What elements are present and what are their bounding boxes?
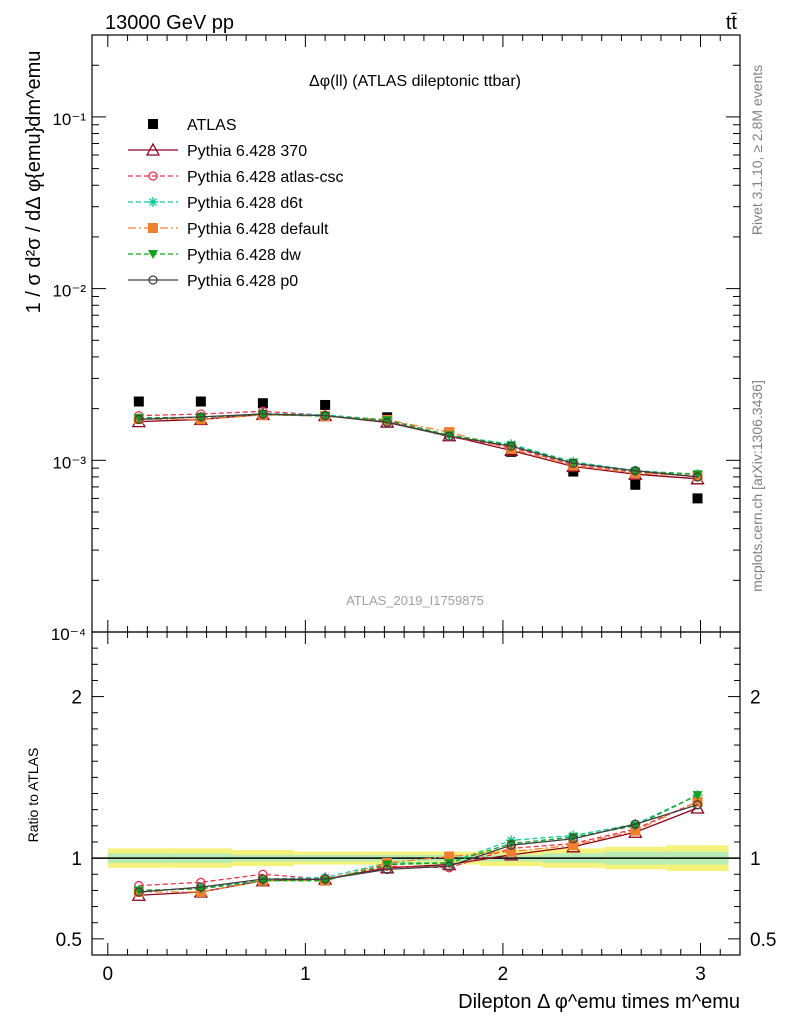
data-point-pythia-6-428-p0 xyxy=(382,417,392,428)
legend-marker xyxy=(148,171,158,181)
ratio-point-pythia-6-428-p0 xyxy=(258,874,268,884)
main-y-tick-label: 10⁻³ xyxy=(52,453,86,472)
legend-entry-pythia-6-428-d6t: Pythia 6.428 d6t xyxy=(128,195,303,212)
main-y-tick-label: 10⁻¹ xyxy=(52,110,86,129)
series-line-pythia-6-428-dw xyxy=(138,413,698,475)
data-point-pythia-6-428-p0 xyxy=(630,466,640,476)
legend-label: Pythia 6.428 d6t xyxy=(187,195,303,212)
legend-label: ATLAS xyxy=(187,117,237,134)
ratio-point-pythia-6-428-p0 xyxy=(506,840,516,850)
x-tick-label: 1 xyxy=(300,964,311,985)
ratio-point-pythia-6-428-default xyxy=(506,846,517,857)
legend-entry-pythia-6-428-370: Pythia 6.428 370 xyxy=(128,142,307,160)
data-point-pythia-6-428-p0 xyxy=(196,412,206,422)
legend-entry-pythia-6-428-p0: Pythia 6.428 p0 xyxy=(128,273,298,290)
series-line-pythia-6-428-atlas-csc xyxy=(138,410,698,477)
legend-marker xyxy=(148,223,158,233)
series-line-pythia-6-428-p0 xyxy=(138,413,698,478)
legend-marker xyxy=(148,119,158,129)
ratio-line-pythia-6-428-370 xyxy=(138,807,698,896)
ratio-point-pythia-6-428-p0 xyxy=(196,882,206,892)
legend-marker xyxy=(148,250,158,259)
data-point-pythia-6-428-p0 xyxy=(258,409,268,419)
ratio-point-pythia-6-428-default xyxy=(568,840,579,851)
series-line-pythia-6-428-d6t xyxy=(138,412,698,475)
legend-marker xyxy=(148,197,158,207)
legend-entry-pythia-6-428-atlas-csc: Pythia 6.428 atlas-csc xyxy=(128,169,344,186)
legend-label: Pythia 6.428 p0 xyxy=(187,273,298,290)
data-point-pythia-6-428-p0 xyxy=(134,414,144,425)
x-tick-label: 3 xyxy=(695,964,706,985)
ratio-line-pythia-6-428-d6t xyxy=(138,794,698,892)
ratio-line-pythia-6-428-atlas-csc xyxy=(138,800,698,887)
ratio-y-tick-label: 2 xyxy=(71,688,82,709)
data-point-pythia-6-428-p0 xyxy=(568,458,578,469)
ratio-point-pythia-6-428-p0 xyxy=(444,861,454,871)
ratio-point-pythia-6-428-p0 xyxy=(568,834,578,844)
x-tick-label: 0 xyxy=(103,964,114,985)
x-axis-label: Dilepton Δ φ^emu times m^emu xyxy=(458,991,740,1013)
ratio-y-tick-label: 1 xyxy=(71,849,82,870)
series-pythia-6-428-370 xyxy=(131,407,705,485)
legend-entry-pythia-6-428-dw: Pythia 6.428 dw xyxy=(128,247,301,264)
series-line-pythia-6-428-default xyxy=(138,414,698,477)
ratio-y-axis-label: Ratio to ATLAS xyxy=(25,748,41,843)
legend-entry-pythia-6-428-default: Pythia 6.428 default xyxy=(128,221,329,238)
ratio-point-pythia-6-428-p0 xyxy=(382,864,392,875)
ratio-point-pythia-6-428-p0 xyxy=(692,800,703,810)
data-point-pythia-6-428-p0 xyxy=(444,431,454,441)
data-point-atlas xyxy=(320,399,331,410)
legend-marker xyxy=(145,142,161,156)
data-point-atlas xyxy=(133,396,144,407)
rivet-version-label: Rivet 3.1.10, ≥ 2.8M events xyxy=(749,65,765,235)
ratio-point-pythia-6-428-p0 xyxy=(320,874,330,884)
main-y-tick-label: 10⁻⁴ xyxy=(51,625,86,644)
legend-label: Pythia 6.428 default xyxy=(187,221,329,238)
ratio-plot-frame xyxy=(91,631,741,956)
data-point-pythia-6-428-p0 xyxy=(320,411,330,421)
data-point-atlas xyxy=(630,479,641,490)
ratio-point-pythia-6-428-dw xyxy=(444,858,455,868)
data-point-pythia-6-428-dw xyxy=(195,413,206,423)
main-title: Δφ(ll) (ATLAS dileptonic ttbar) xyxy=(309,73,521,90)
data-point-atlas xyxy=(692,493,703,504)
analysis-watermark: ATLAS_2019_I1759875 xyxy=(346,593,484,608)
ratio-point-pythia-6-428-default xyxy=(444,851,455,862)
legend-label: Pythia 6.428 370 xyxy=(187,143,307,160)
data-point-pythia-6-428-dw xyxy=(692,470,703,480)
data-point-atlas xyxy=(195,396,206,407)
ratio-y-tick-label: 1 xyxy=(750,849,761,870)
ratio-line-pythia-6-428-p0 xyxy=(138,804,698,893)
data-point-pythia-6-428-dw xyxy=(382,416,393,426)
legend-marker xyxy=(148,275,158,285)
mcplots-label: mcplots.cern.ch [arXiv:1306.3436] xyxy=(749,380,765,592)
legend-label: Pythia 6.428 dw xyxy=(187,247,301,264)
ratio-series-pythia-6-428-p0 xyxy=(134,800,703,897)
ratio-point-pythia-6-428-p0 xyxy=(134,887,144,897)
ratio-line-pythia-6-428-default xyxy=(138,800,698,893)
legend-entry-atlas: ATLAS xyxy=(148,117,237,134)
ratio-line-pythia-6-428-dw xyxy=(138,794,698,892)
ratio-y-tick-label: 2 xyxy=(750,688,761,709)
series-pythia-6-428-p0 xyxy=(134,409,703,482)
x-tick-label: 2 xyxy=(498,964,509,985)
data-point-pythia-6-428-dw xyxy=(320,412,331,422)
data-point-pythia-6-428-p0 xyxy=(692,472,703,482)
data-point-pythia-6-428-dw xyxy=(257,410,268,420)
process-label: tt̄ xyxy=(726,12,738,34)
energy-label: 13000 GeV pp xyxy=(105,12,234,34)
ratio-point-pythia-6-428-dw xyxy=(692,791,703,801)
data-point-atlas xyxy=(257,398,268,409)
series-atlas xyxy=(133,396,703,504)
ratio-point-pythia-6-428-p0 xyxy=(630,819,640,829)
legend-label: Pythia 6.428 atlas-csc xyxy=(187,169,344,186)
ratio-series-pythia-6-428-atlas-csc xyxy=(134,796,703,891)
main-y-axis-label: 1 / σ d²σ / dΔ φ{emu}dm^emu xyxy=(23,51,45,314)
ratio-y-tick-label: 0.5 xyxy=(56,930,82,951)
ratio-y-tick-label: 0.5 xyxy=(750,930,776,951)
ratio-point-pythia-6-428-default xyxy=(692,796,703,807)
data-point-pythia-6-428-p0 xyxy=(506,441,516,451)
main-y-tick-label: 10⁻² xyxy=(52,282,86,301)
